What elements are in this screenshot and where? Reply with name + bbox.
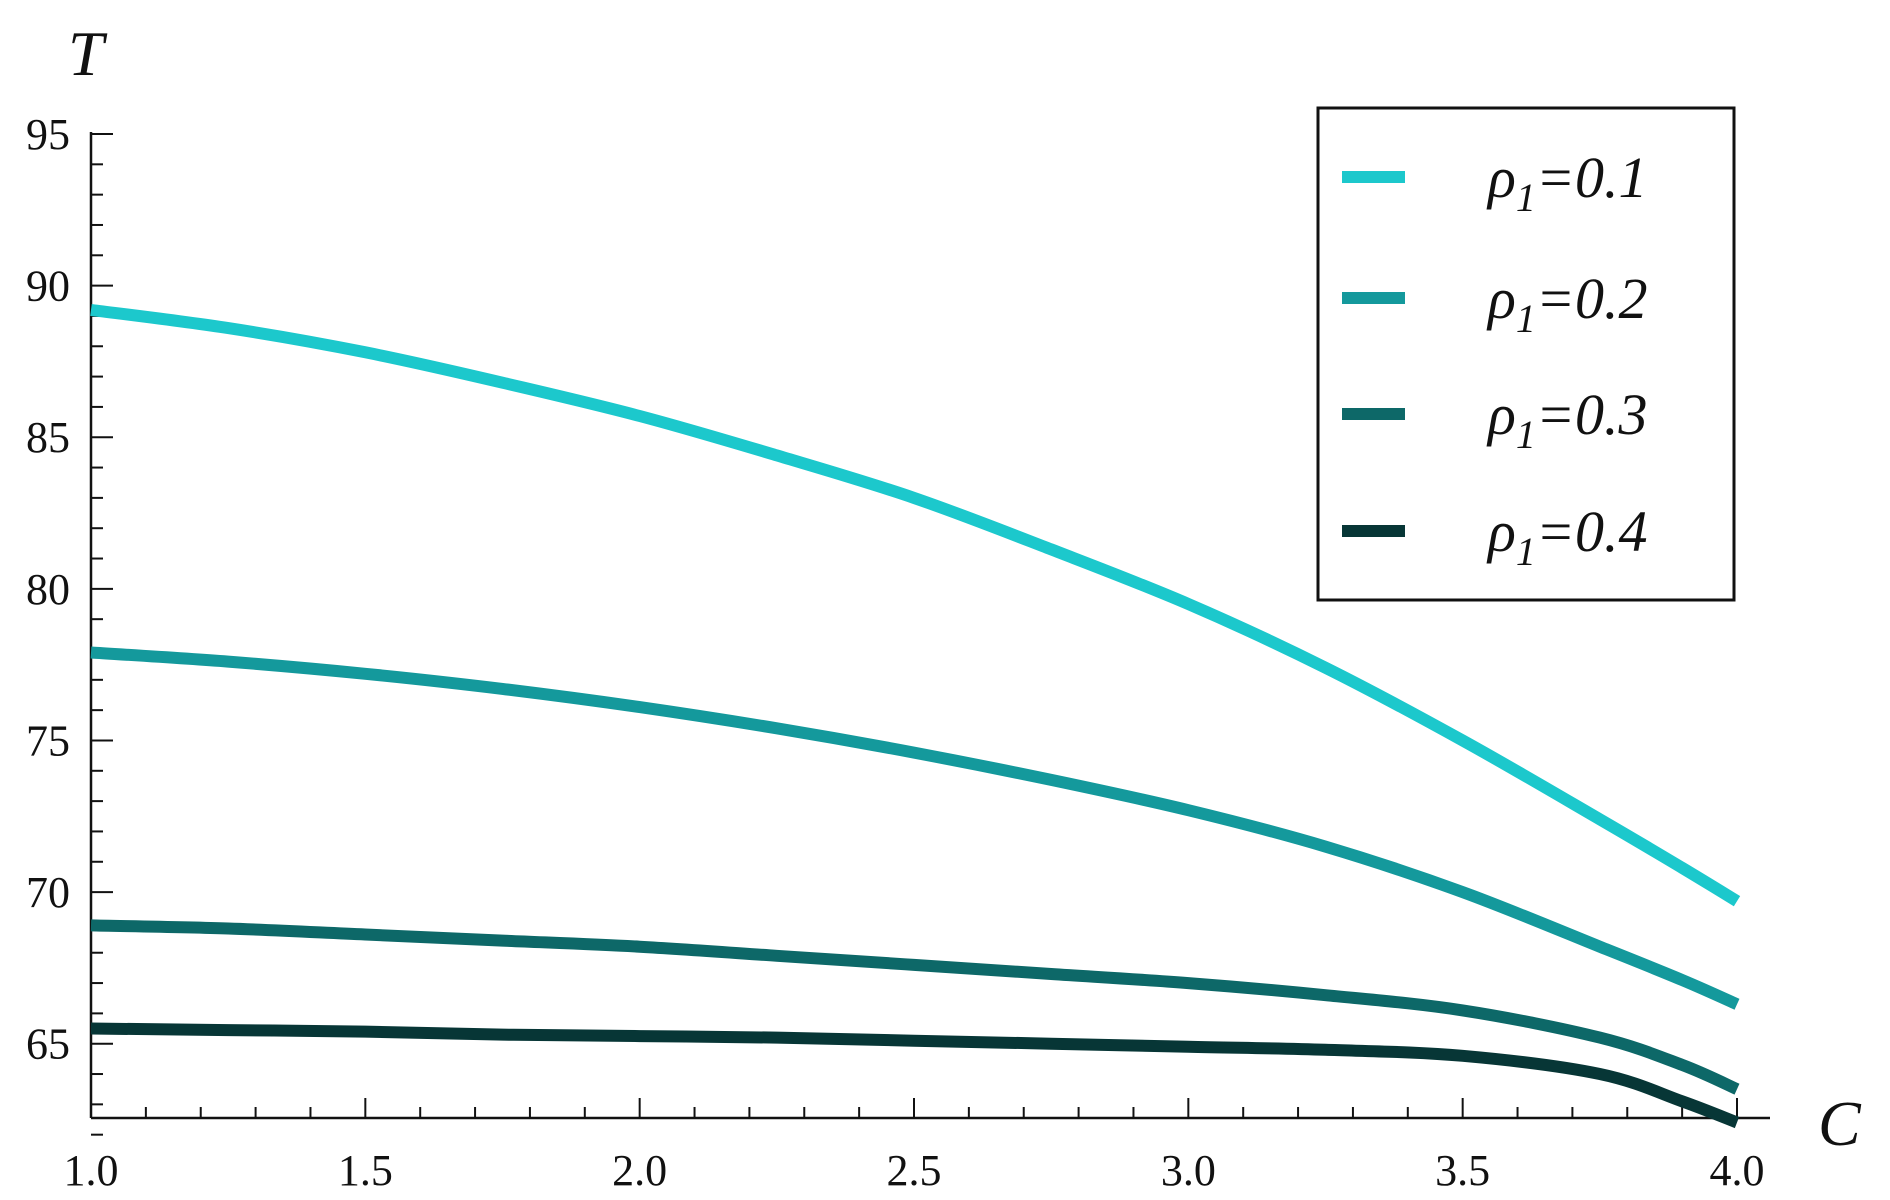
x-tick-label: 1.0	[64, 1146, 119, 1195]
x-ticks: 1.0 1.5 2.0 2.5 3.0 3.5 4.0	[64, 1098, 1765, 1195]
y-tick-label: 80	[26, 565, 70, 614]
x-tick-label: 3.5	[1435, 1146, 1490, 1195]
series-lines	[90, 303, 1741, 1129]
x-tick-label: 3.0	[1161, 1146, 1216, 1195]
legend-label-1: ρ1=0.1	[1486, 145, 1647, 220]
y-tick-label: 65	[26, 1020, 70, 1069]
legend: ρ1=0.1 ρ1=0.2 ρ1=0.3 ρ1=0.4	[1316, 106, 1736, 602]
y-tick-label: 70	[26, 868, 70, 917]
legend-label-2: ρ1=0.2	[1486, 266, 1647, 341]
y-axis-title: T	[68, 18, 108, 89]
series-line-4	[90, 1022, 1740, 1129]
legend-label-3: ρ1=0.3	[1486, 382, 1647, 457]
y-tick-label: 75	[26, 716, 70, 765]
x-axis-title: C	[1818, 1088, 1862, 1159]
y-tick-label: 90	[26, 262, 70, 311]
series-line-3	[90, 919, 1740, 1095]
legend-label-4: ρ1=0.4	[1486, 499, 1647, 574]
legend-box	[1316, 106, 1736, 602]
series-line-2	[90, 646, 1740, 1010]
x-tick-label: 2.5	[887, 1146, 942, 1195]
x-tick-label: 4.0	[1710, 1146, 1765, 1195]
y-tick-label: 85	[26, 413, 70, 462]
y-tick-label: 95	[26, 110, 70, 159]
series-line-1	[90, 303, 1741, 907]
x-tick-label: 2.0	[612, 1146, 667, 1195]
y-ticks: 65 70 75 80 85 90 95	[26, 110, 113, 1136]
x-tick-label: 1.5	[338, 1146, 393, 1195]
